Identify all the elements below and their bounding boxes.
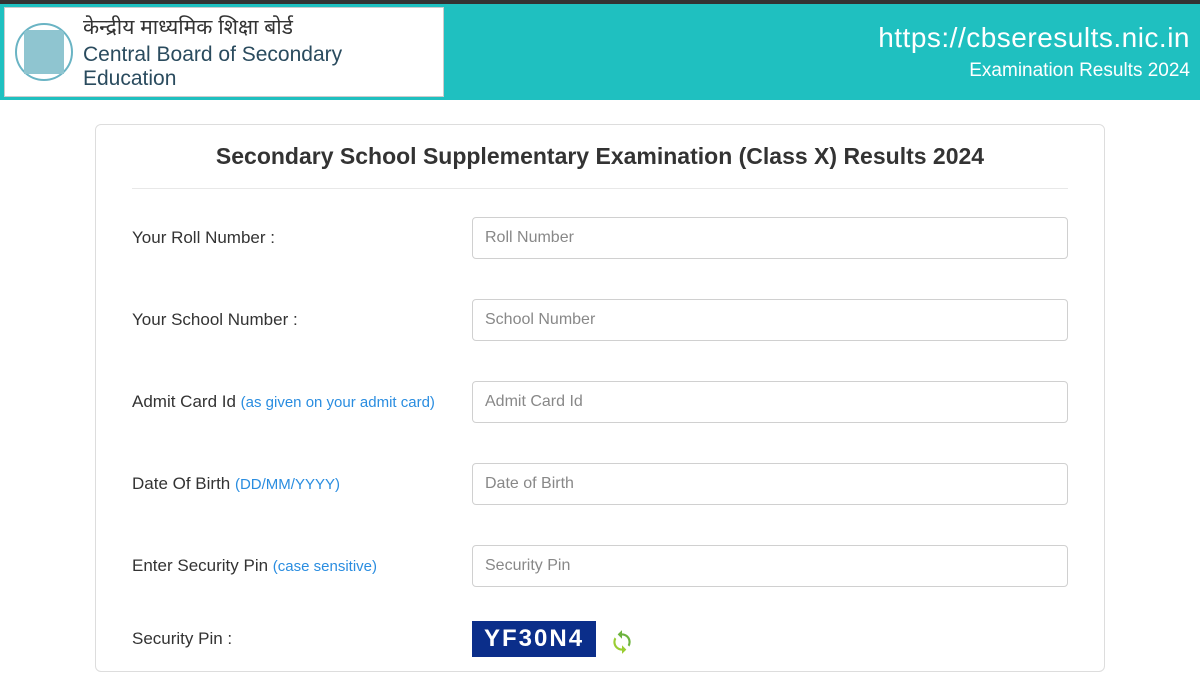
label-captcha: Security Pin : [132,629,472,649]
row-roll-number: Your Roll Number : [132,197,1068,279]
site-url: https://cbseresults.nic.in [878,22,1190,54]
admit-card-input[interactable] [472,381,1068,423]
label-dob-hint: (DD/MM/YYYY) [235,476,340,493]
label-pin-hint: (case sensitive) [273,558,377,575]
result-form-card: Secondary School Supplementary Examinati… [95,124,1105,672]
header-right: https://cbseresults.nic.in Examination R… [878,22,1200,82]
header: केन्द्रीय माध्यमिक शिक्षा बोर्ड Central … [0,4,1200,100]
refresh-captcha-icon[interactable] [609,629,635,655]
label-admit-text: Admit Card Id [132,392,241,411]
row-school-number: Your School Number : [132,279,1068,361]
label-pin-text: Enter Security Pin [132,556,273,575]
content: Secondary School Supplementary Examinati… [0,100,1200,672]
row-admit-card: Admit Card Id (as given on your admit ca… [132,361,1068,443]
label-dob: Date Of Birth (DD/MM/YYYY) [132,474,472,494]
logo-text: केन्द्रीय माध्यमिक शिक्षा बोर्ड Central … [83,13,433,91]
roll-number-input[interactable] [472,217,1068,259]
row-dob: Date Of Birth (DD/MM/YYYY) [132,443,1068,525]
label-admit-card: Admit Card Id (as given on your admit ca… [132,392,472,412]
site-subtitle: Examination Results 2024 [878,60,1190,82]
label-security-pin: Enter Security Pin (case sensitive) [132,556,472,576]
row-captcha: Security Pin : YF30N4 [132,607,1068,671]
label-dob-text: Date Of Birth [132,474,235,493]
cbse-emblem-icon [15,23,73,81]
captcha-image: YF30N4 [472,621,596,657]
card-title: Secondary School Supplementary Examinati… [132,143,1068,189]
dob-input[interactable] [472,463,1068,505]
label-school-number: Your School Number : [132,310,472,330]
label-roll-number: Your Roll Number : [132,228,472,248]
security-pin-input[interactable] [472,545,1068,587]
school-number-input[interactable] [472,299,1068,341]
logo-hindi: केन्द्रीय माध्यमिक शिक्षा बोर्ड [83,13,433,41]
row-security-pin: Enter Security Pin (case sensitive) [132,525,1068,607]
logo-block: केन्द्रीय माध्यमिक शिक्षा बोर्ड Central … [4,7,444,97]
logo-english: Central Board of Secondary Education [83,43,433,91]
label-admit-hint: (as given on your admit card) [241,394,435,411]
